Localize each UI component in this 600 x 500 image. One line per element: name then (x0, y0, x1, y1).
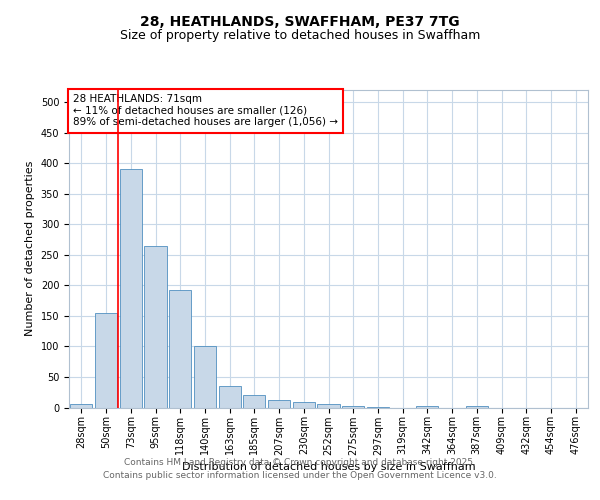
Bar (367, 407, 389, 408)
Bar (145, 246, 167, 408)
Bar (119, 170, 142, 408)
Text: Size of property relative to detached houses in Swaffham: Size of property relative to detached ho… (120, 28, 480, 42)
X-axis label: Distribution of detached houses by size in Swaffham: Distribution of detached houses by size … (182, 462, 475, 471)
Bar (268, 400, 290, 407)
Text: Contains public sector information licensed under the Open Government Licence v3: Contains public sector information licen… (103, 472, 497, 480)
Text: Contains HM Land Registry data © Crown copyright and database right 2025.: Contains HM Land Registry data © Crown c… (124, 458, 476, 467)
Bar (95, 313, 117, 408)
Bar (70, 404, 92, 407)
Bar (218, 386, 241, 407)
Bar (317, 404, 340, 407)
Bar (466, 406, 488, 407)
Bar (169, 290, 191, 408)
Y-axis label: Number of detached properties: Number of detached properties (25, 161, 35, 336)
Bar (293, 402, 315, 407)
Bar (243, 394, 265, 407)
Bar (342, 406, 364, 407)
Bar (416, 406, 439, 407)
Text: 28, HEATHLANDS, SWAFFHAM, PE37 7TG: 28, HEATHLANDS, SWAFFHAM, PE37 7TG (140, 16, 460, 30)
Text: 28 HEATHLANDS: 71sqm
← 11% of detached houses are smaller (126)
89% of semi-deta: 28 HEATHLANDS: 71sqm ← 11% of detached h… (73, 94, 338, 128)
Bar (194, 346, 216, 408)
